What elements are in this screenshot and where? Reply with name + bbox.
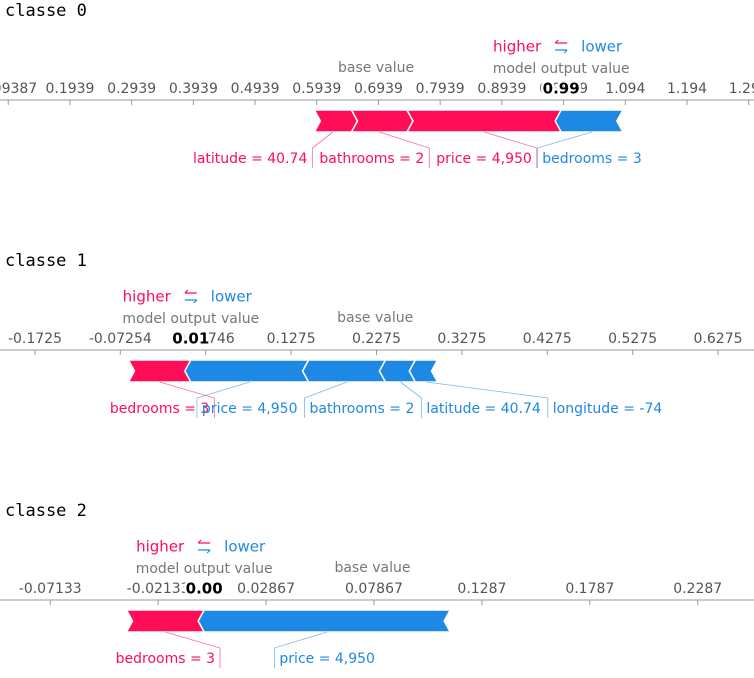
- connector: [426, 381, 549, 418]
- x-tick-label: 0.2939: [107, 81, 156, 97]
- base-value-label: base value: [334, 560, 410, 576]
- feature-label: bathrooms = 2: [309, 401, 414, 417]
- x-tick-label: 0.4275: [523, 331, 572, 347]
- connector: [311, 131, 334, 168]
- x-tick-label: 0.5275: [608, 331, 657, 347]
- higher-label: higher: [136, 538, 185, 556]
- force-segment: [313, 109, 359, 133]
- feature-label: price = 4,950: [436, 151, 532, 167]
- x-tick-label: 0.1787: [565, 581, 614, 597]
- feature-label: price = 4,950: [202, 401, 298, 417]
- higher-label: higher: [493, 38, 542, 56]
- x-tick-label: 0.02746: [177, 331, 235, 347]
- connector: [196, 381, 250, 418]
- force-segment: [183, 359, 310, 383]
- x-tick-label: 0.4939: [231, 81, 280, 97]
- chart-title: classe 2: [5, 501, 87, 521]
- x-tick-label: 0.2287: [673, 581, 722, 597]
- x-tick-label: 0.6275: [694, 331, 743, 347]
- lower-label: lower: [211, 288, 253, 306]
- x-tick-label: 0.1939: [45, 81, 94, 97]
- higher-label: higher: [123, 288, 172, 306]
- x-tick-label: 0.6939: [354, 81, 403, 97]
- x-tick-label: 1.294: [729, 81, 754, 97]
- chart-title: classe 1: [5, 251, 87, 271]
- x-tick-label: 0.1287: [457, 581, 506, 597]
- connector: [483, 131, 538, 168]
- connector: [165, 631, 221, 668]
- force-segment: [350, 109, 414, 133]
- output-label: model output value: [493, 61, 630, 77]
- x-tick-label: 0.5939: [292, 81, 341, 97]
- higher-arrow: [197, 539, 211, 544]
- output-label: model output value: [122, 311, 259, 327]
- x-tick-label: -0.07254: [89, 331, 152, 347]
- x-tick-label: 0.3939: [169, 81, 218, 97]
- feature-label: latitude = 40.74: [426, 401, 541, 417]
- x-tick-label: 0.3275: [437, 331, 486, 347]
- x-tick-label: 0.07867: [345, 581, 403, 597]
- x-tick-label: -0.1725: [8, 331, 62, 347]
- feature-label: bathrooms = 2: [319, 151, 424, 167]
- chart-title: classe 0: [5, 1, 87, 21]
- connector: [159, 381, 215, 418]
- connector: [400, 381, 422, 418]
- feature-label: longitude = -74: [553, 401, 663, 417]
- higher-arrow: [554, 39, 568, 44]
- lower-arrow: [184, 299, 198, 304]
- lower-arrow: [555, 49, 568, 54]
- force-segment: [554, 109, 625, 133]
- x-tick-label: 0.2275: [352, 331, 401, 347]
- x-tick-label: 0.9939: [539, 81, 588, 97]
- base-value-label: base value: [337, 310, 413, 326]
- connector: [379, 131, 430, 168]
- x-tick-label: 0.1275: [267, 331, 316, 347]
- output-label: model output value: [136, 561, 273, 577]
- connector: [274, 631, 328, 668]
- output-value: 0.01: [172, 330, 209, 348]
- feature-label: latitude = 40.74: [193, 151, 308, 167]
- x-tick-label: 0.02867: [237, 581, 295, 597]
- x-tick-label: 0.8939: [477, 81, 526, 97]
- force-segment: [301, 359, 387, 383]
- force-segment: [197, 609, 452, 633]
- feature-label: price = 4,950: [279, 651, 375, 667]
- force-segment: [405, 109, 569, 133]
- force-segment: [408, 359, 439, 383]
- output-value: 0.99: [543, 80, 580, 98]
- higher-arrow: [184, 289, 197, 294]
- lower-arrow: [198, 549, 211, 554]
- x-tick-label: 0.7939: [416, 81, 465, 97]
- feature-label: bedrooms = 3: [110, 401, 209, 417]
- output-value: 0.00: [186, 580, 223, 598]
- x-tick-label: 1.194: [667, 81, 707, 97]
- x-tick-label: -0.07133: [19, 581, 82, 597]
- feature-label: bedrooms = 3: [116, 651, 215, 667]
- lower-label: lower: [224, 538, 266, 556]
- connector: [536, 131, 593, 168]
- base-value-label: base value: [338, 60, 414, 76]
- feature-label: bedrooms = 3: [542, 151, 641, 167]
- x-tick-label: -0.02133: [127, 581, 190, 597]
- connector: [304, 381, 348, 418]
- x-tick-label: 1.094: [605, 81, 645, 97]
- lower-label: lower: [581, 38, 623, 56]
